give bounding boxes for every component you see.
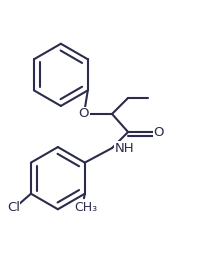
Text: CH₃: CH₃ [74, 201, 98, 214]
Text: NH: NH [115, 141, 135, 155]
Text: O: O [79, 107, 89, 120]
Text: Cl: Cl [7, 201, 20, 214]
Text: O: O [154, 125, 164, 138]
